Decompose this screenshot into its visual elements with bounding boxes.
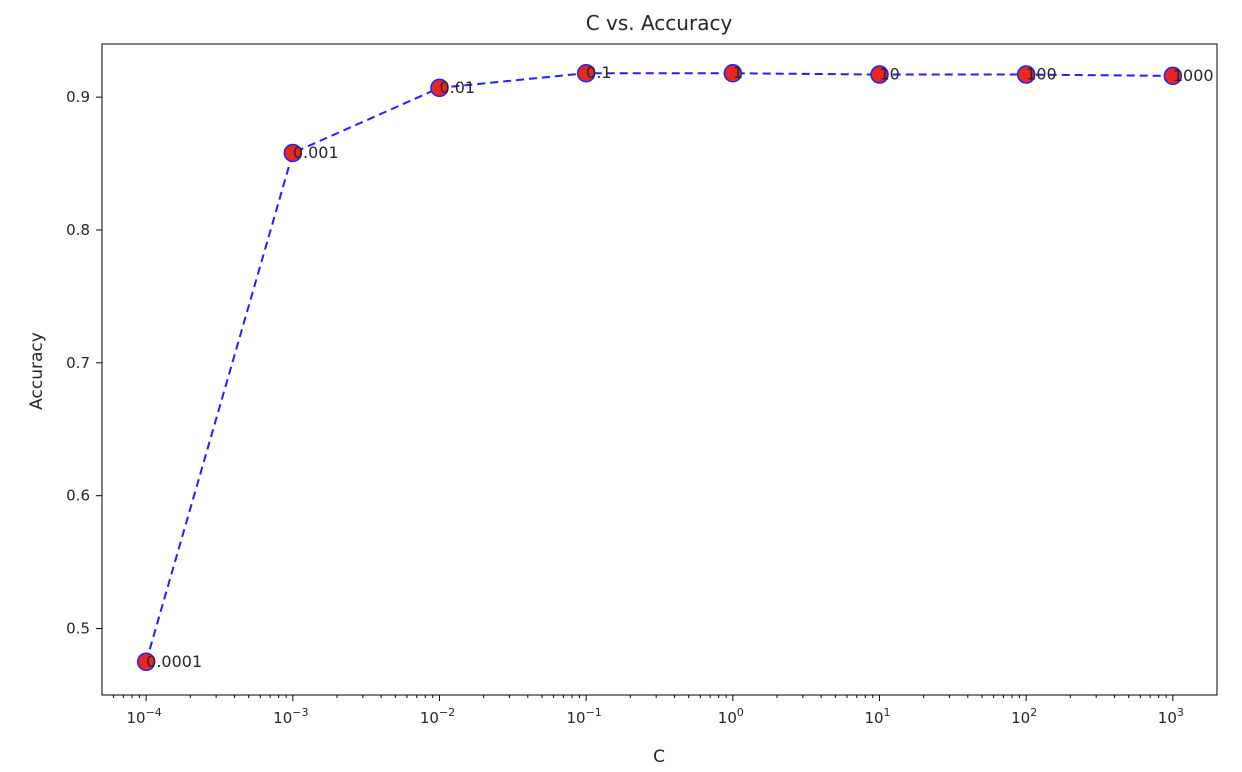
y-tick-label: 0.7 [66, 354, 90, 372]
data-point [1016, 65, 1036, 84]
x-tick-exponent: 2 [1030, 706, 1037, 719]
x-tick-label: 10−4 [126, 706, 161, 727]
y-tick-label: 0.5 [66, 620, 90, 638]
x-tick-label: 102 [1011, 706, 1037, 727]
x-tick-exponent: 0 [737, 706, 744, 719]
x-axis: 10−4 10−3 10−2 10−1 100 101 102 103 [126, 695, 1184, 727]
plot-frame [101, 43, 1218, 696]
x-tick-label: 10−2 [420, 706, 455, 727]
data-point [576, 63, 596, 83]
x-tick-base: 10 [567, 709, 586, 727]
x-tick-exponent: 1 [884, 706, 891, 719]
data-points [136, 63, 1183, 672]
series-line [145, 72, 1173, 663]
data-label: 0.001 [293, 143, 339, 162]
x-tick-exponent: −2 [439, 706, 455, 719]
y-tick-label: 0.6 [66, 487, 90, 505]
data-point [283, 143, 303, 163]
data-point [723, 63, 743, 83]
x-tick-label: 10−3 [273, 706, 308, 727]
x-axis-title: C [653, 747, 665, 767]
x-tick-exponent: −4 [146, 706, 162, 719]
y-axis-title: Accuracy [27, 332, 47, 410]
x-tick-base: 10 [1011, 709, 1030, 727]
data-label: 0.01 [439, 78, 475, 97]
y-axis: 0.5 0.6 0.7 0.8 0.9 [66, 88, 102, 638]
x-tick-base: 10 [420, 709, 439, 727]
y-tick-label: 0.8 [66, 221, 90, 239]
chart-title: C vs. Accuracy [586, 11, 733, 35]
plot-area: 10−4 10−3 10−2 10−1 100 101 102 1030.50.60.70.8… [66, 43, 1218, 727]
y-tick-label: 0.9 [66, 88, 90, 106]
x-minor-ticks [113, 695, 1167, 698]
data-point [136, 652, 156, 672]
x-tick-base: 10 [718, 709, 737, 727]
x-tick-label: 100 [718, 706, 744, 727]
data-label: 1 [733, 63, 743, 82]
x-tick-base: 10 [1158, 709, 1177, 727]
x-tick-exponent: 3 [1177, 706, 1184, 719]
data-label: 1000 [1173, 66, 1214, 85]
x-tick-label: 10−1 [567, 706, 602, 727]
data-label: 100 [1026, 65, 1057, 84]
x-tick-base: 10 [273, 709, 292, 727]
data-label: 0.0001 [146, 652, 202, 671]
x-tick-exponent: −3 [292, 706, 308, 719]
data-point [870, 65, 889, 84]
data-point [430, 78, 449, 98]
x-tick-base: 10 [126, 709, 145, 727]
x-tick-exponent: −1 [586, 706, 602, 719]
data-label: 10 [880, 65, 900, 84]
point-labels: 0.0001 0.001 0.01 0.1 1 10 100 1000 [146, 63, 1213, 671]
data-label: 0.1 [586, 63, 611, 82]
x-tick-label: 101 [864, 706, 890, 727]
data-point [1163, 66, 1183, 86]
x-tick-label: 103 [1158, 706, 1184, 727]
x-tick-base: 10 [864, 709, 883, 727]
